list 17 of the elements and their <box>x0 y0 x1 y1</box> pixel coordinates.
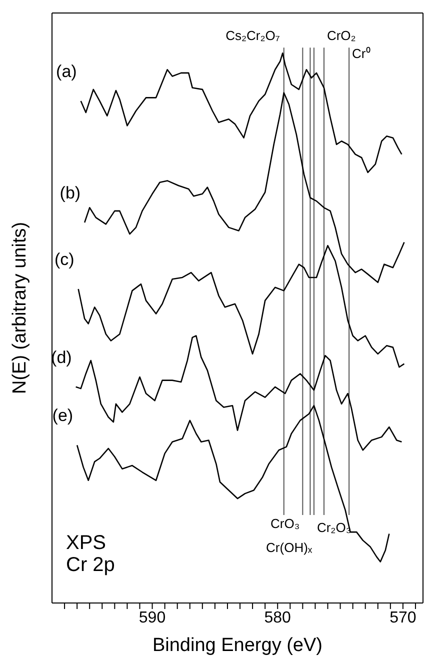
series-label: (a) <box>56 62 77 81</box>
series-label: (e) <box>52 406 74 426</box>
annotation: Cr 2p <box>66 554 115 576</box>
ref-line-label: Cr⁰ <box>352 46 371 61</box>
ref-line-label: CrO₃ <box>270 516 300 531</box>
ref-line-label: Cr(OH)ₓ <box>266 540 313 555</box>
series-label: (d) <box>51 348 72 367</box>
series-label: (b) <box>60 183 81 202</box>
ref-line-label: Cs₂Cr₂O₇ <box>226 28 280 43</box>
x-tick-label: 590 <box>138 609 166 626</box>
annotation: XPS <box>66 532 106 554</box>
y-axis-title: N(E) (arbitrary units) <box>10 222 31 394</box>
series-label: (c) <box>54 250 74 270</box>
x-axis-title: Binding Energy (eV) <box>152 635 323 656</box>
ref-line-label: CrO₂ <box>326 28 356 43</box>
x-tick-label: 580 <box>264 609 292 626</box>
x-tick-label: 570 <box>390 609 416 626</box>
